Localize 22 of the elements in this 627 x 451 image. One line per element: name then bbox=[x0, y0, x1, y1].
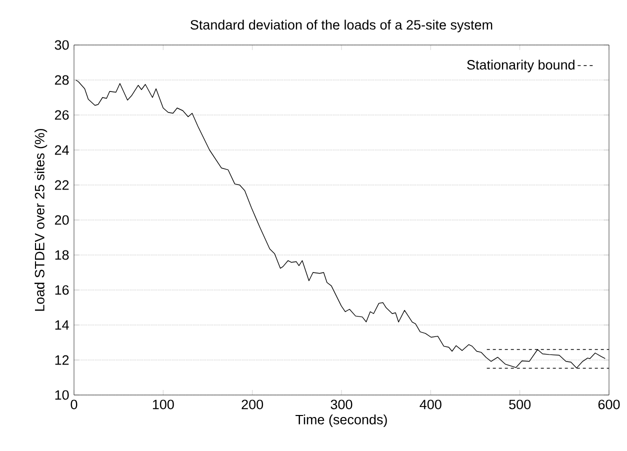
x-tick-label: 600 bbox=[598, 400, 620, 410]
x-axis-title: Time (seconds) bbox=[296, 414, 387, 428]
y-tick-label: 28 bbox=[54, 75, 69, 85]
y-tick-label: 12 bbox=[55, 355, 69, 365]
chart-title: Standard deviation of the loads of a 25-site system bbox=[190, 20, 492, 32]
y-tick-label: 30 bbox=[54, 40, 69, 50]
y-tick-label: 26 bbox=[54, 110, 69, 120]
y-tick-label: 18 bbox=[55, 250, 69, 260]
legend-label: Stationarity bound bbox=[467, 60, 574, 72]
y-tick-label: 22 bbox=[54, 180, 69, 190]
y-tick-label: 24 bbox=[54, 145, 69, 155]
y-tick-label: 10 bbox=[55, 390, 69, 400]
x-tick-label: 300 bbox=[330, 400, 352, 410]
y-tick-label: 14 bbox=[55, 320, 69, 330]
y-tick-label: 20 bbox=[54, 215, 69, 225]
x-tick-label: 200 bbox=[242, 400, 264, 410]
x-tick-label: 100 bbox=[152, 400, 174, 410]
y-axis-title: Load STDEV over 25 sites (%) bbox=[34, 128, 48, 311]
x-tick-label: 0 bbox=[70, 400, 78, 410]
y-tick-label: 16 bbox=[55, 285, 69, 295]
x-tick-label: 400 bbox=[420, 400, 442, 410]
x-tick-label: 500 bbox=[509, 400, 531, 410]
